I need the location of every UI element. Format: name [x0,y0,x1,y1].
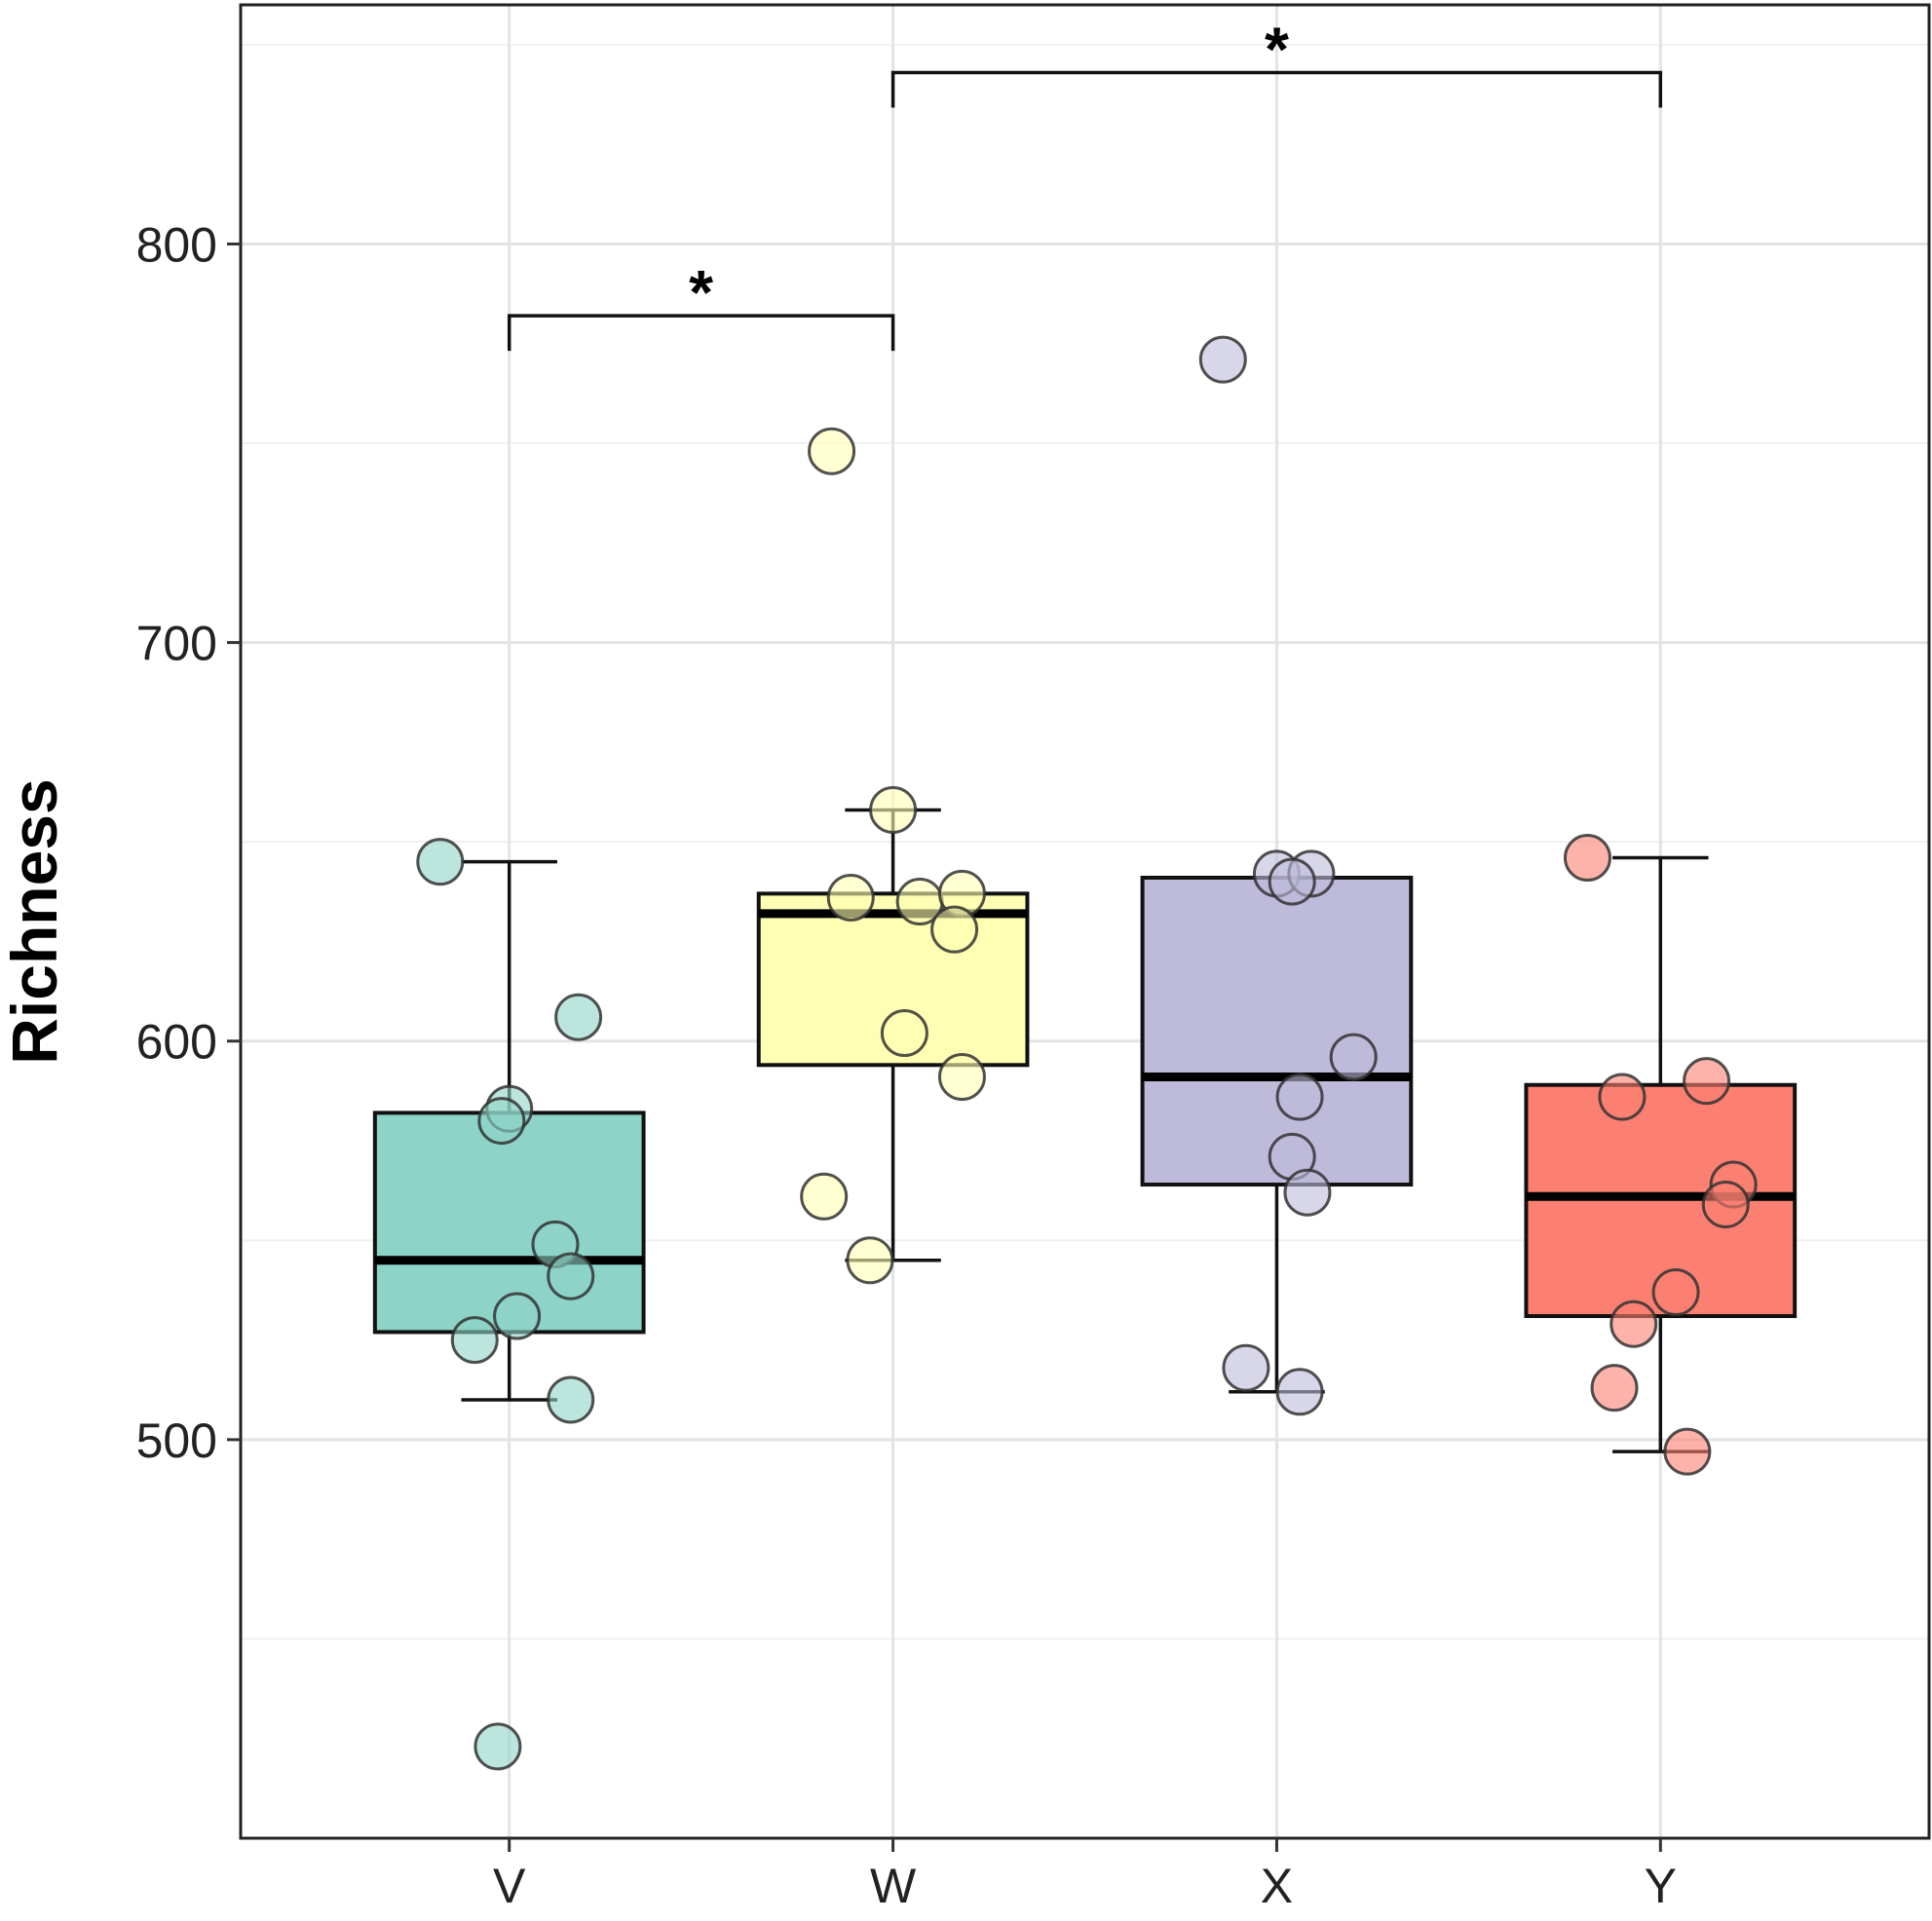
box-iqr [1140,875,1414,1187]
data-point [554,993,603,1041]
data-point [1598,1073,1647,1121]
data-point [1222,1343,1270,1392]
data-point [547,1252,595,1300]
plot-panel-border [239,3,1931,1840]
significance-label: * [689,257,713,327]
data-point [937,1053,986,1102]
data-point [416,838,465,886]
data-point [1275,1073,1324,1121]
data-point [493,1292,542,1340]
y-tick-label: 700 [136,617,217,671]
data-point [1590,1364,1639,1412]
data-point [1329,1033,1378,1081]
data-point [880,1009,928,1058]
data-point [846,1236,894,1285]
x-tick-label: V [493,1859,526,1913]
bracket-line [507,314,895,352]
x-tick-label: Y [1645,1859,1677,1913]
data-point [808,427,856,475]
data-point [450,1316,499,1365]
data-point [1683,1057,1731,1106]
data-point [930,905,979,954]
data-point [1663,1427,1712,1476]
y-tick-label: 500 [136,1413,217,1468]
data-point [1701,1180,1750,1228]
x-tick-label: X [1261,1859,1293,1913]
y-axis-title: Richness [0,778,70,1064]
data-point [1198,335,1247,384]
data-point [477,1097,526,1146]
data-point [1283,1168,1332,1217]
data-point [1268,857,1316,906]
bracket-line [890,70,1663,108]
y-tick-label: 600 [136,1015,217,1070]
significance-label: * [1265,15,1289,85]
significance-bracket: * [507,257,895,352]
data-point [474,1722,522,1771]
significance-layer: ** [507,15,1663,352]
data-point [1563,834,1611,883]
data-point [869,785,918,834]
data-point [1651,1267,1700,1316]
data-point [1610,1300,1658,1348]
x-tick-label: W [870,1859,917,1913]
data-point [800,1172,849,1221]
axes: 500 600 700 800 V W X Y [136,217,1677,1913]
significance-bracket: * [890,15,1663,108]
plot-panel-background [241,5,1929,1838]
data-point [826,873,875,922]
data-point [1275,1368,1324,1416]
y-tick-label: 800 [136,217,217,272]
data-point [547,1375,595,1424]
point-layer [416,335,1758,1771]
